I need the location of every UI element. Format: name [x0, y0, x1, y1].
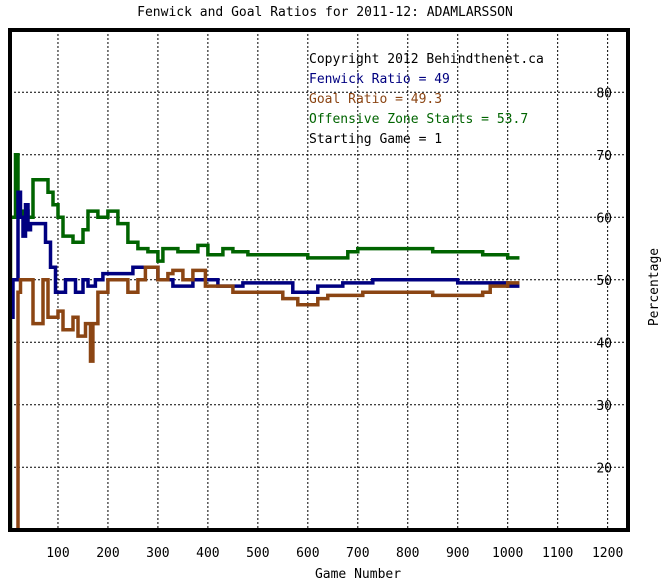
x-tick-label: 300 [146, 546, 169, 561]
series-layer [8, 153, 520, 532]
series-line-offensive-zone-starts [8, 153, 520, 532]
y-tick-label: 30 [596, 399, 612, 414]
chart-title: Fenwick and Goal Ratios for 2011-12: ADA… [137, 5, 513, 20]
annotation-text: Goal Ratio = 49.3 [309, 92, 442, 107]
annotation-text: Fenwick Ratio = 49 [309, 72, 450, 87]
x-tick-labels: 100 200 300 400 500 600 700 800 900 1000 1100 1200 [46, 546, 623, 561]
x-tick-label: 600 [296, 546, 319, 561]
x-axis-label: Game Number [315, 567, 401, 580]
x-tick-label: 900 [446, 546, 469, 561]
series-line-goal-ratio [16, 265, 520, 532]
x-tick-label: 800 [396, 546, 419, 561]
annotation-text: Starting Game = 1 [309, 132, 442, 147]
series-line-fenwick-ratio [11, 190, 520, 320]
plot-frame [8, 28, 630, 532]
y-tick-label: 70 [596, 149, 612, 164]
annotation-text: Offensive Zone Starts = 53.7 [309, 112, 528, 127]
y-tick-label: 20 [596, 461, 612, 476]
x-tick-label: 1100 [542, 546, 573, 561]
x-tick-label: 500 [246, 546, 269, 561]
y-tick-label: 40 [596, 336, 612, 351]
x-tick-label: 200 [96, 546, 119, 561]
y-tick-labels: 20 30 40 50 60 70 80 [596, 86, 612, 476]
x-tick-label: 100 [46, 546, 69, 561]
y-tick-label: 80 [596, 86, 612, 101]
x-tick-label: 400 [196, 546, 219, 561]
x-tick-label: 1000 [492, 546, 523, 561]
y-tick-label: 50 [596, 274, 612, 289]
x-tick-label: 700 [346, 546, 369, 561]
y-tick-label: 60 [596, 211, 612, 226]
x-tick-label: 1200 [592, 546, 623, 561]
y-axis-label: Percentage [647, 248, 662, 326]
annotations: Copyright 2012 Behindthenet.ca Fenwick Ra… [309, 52, 544, 147]
annotation-text: Copyright 2012 Behindthenet.ca [309, 52, 544, 67]
